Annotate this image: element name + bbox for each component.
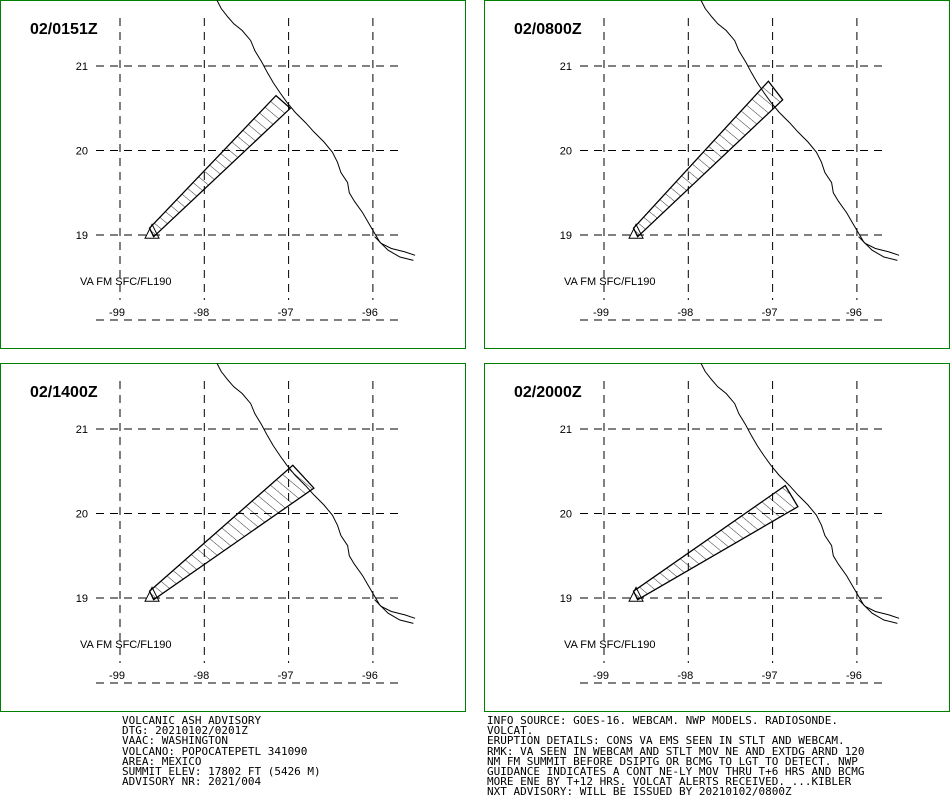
longitude-label: -96 [846,670,862,682]
latitude-label: 20 [76,146,88,158]
longitude-label: -99 [109,307,125,319]
panel-border [0,363,466,712]
advisory-line: DTG: 20210102/0201Z [122,724,248,738]
map-panel: -99 -98 -97 -96 21 20 19 02/2000Z VA FM SFC/FL19… [484,362,950,712]
triangle-icon [628,586,644,602]
longitude-label: -99 [109,670,125,682]
advisory-line: VOLCAT. [487,724,534,738]
longitude-label: -97 [762,670,778,682]
triangle-icon [144,586,160,602]
advisory-line: ERUPTION DETAILS: CONS VA EMS SEEN IN ST… [487,734,845,748]
ash-cloud-polygon [148,94,292,238]
longitude-label: -97 [278,307,294,319]
map-panel: -99 -98 -97 -96 21 20 19 02/0151Z VA FM SFC/FL19… [0,0,466,349]
map-panel: -99 -98 -97 -96 21 20 19 02/0800Z VA FM SFC/FL19… [484,0,950,349]
longitude-label: -98 [677,670,693,682]
latitude-label: 20 [560,146,572,158]
coastline [216,362,414,624]
latitude-label: 21 [560,61,572,73]
advisory-line: NXT ADVISORY: WILL BE ISSUED BY 20210102… [487,785,792,799]
panel-title: 02/2000Z [514,384,582,401]
coastline-lagoon [858,236,900,256]
latitude-label: 20 [560,509,572,521]
coastline [700,362,898,624]
advisory-map-grid: -99 -98 -97 -96 21 20 19 02/0151Z VA FM SFC/FL19… [0,0,950,712]
latitude-label: 20 [76,509,88,521]
longitude-label: -98 [677,307,693,319]
advisory-line: VOLCANIC ASH ADVISORY [122,714,262,727]
longitude-label: -98 [193,307,209,319]
longitude-label: -96 [362,307,378,319]
panel-title: 02/0151Z [30,21,98,38]
advisory-line: RMK: VA SEEN IN WEBCAM AND STLT MOV NE A… [487,744,865,758]
longitude-label: -97 [762,307,778,319]
latitude-label: 19 [76,593,88,605]
latitude-label: 21 [560,424,572,436]
advisory-line: AREA: MEXICO [122,754,202,768]
layer-label: VA FM SFC/FL190 [564,639,656,651]
longitude-label: -99 [593,670,609,682]
ash-cloud-polygon [632,484,799,601]
layer-label: VA FM SFC/FL190 [564,276,656,288]
advisory-header-text: VOLCANIC ASH ADVISORY DTG: 20210102/0201… [122,714,321,789]
latitude-label: 19 [560,230,572,242]
coastline [700,0,898,261]
ash-cloud-polygon [632,80,784,238]
layer-label: VA FM SFC/FL190 [80,639,172,651]
advisory-line: NM FM SUMMIT BEFORE DSIPTG OR BCMG TO LG… [487,754,858,768]
latitude-label: 19 [560,593,572,605]
coastline-lagoon [374,236,416,256]
panel-title: 02/0800Z [514,21,582,38]
longitude-label: -96 [846,307,862,319]
ash-cloud-polygon [148,464,315,601]
coastline-lagoon [374,599,416,619]
advisory-line: GUIDANCE INDICATES A CONT NE-LY MOV THRU… [487,765,865,779]
advisory-line: ADVISORY NR: 2021/004 [122,775,262,789]
panel-border [0,0,466,349]
longitude-label: -96 [362,670,378,682]
advisory-line: INFO SOURCE: GOES-16. WEBCAM. NWP MODELS… [487,714,838,727]
latitude-label: 21 [76,61,88,73]
advisory-line: VOLCANO: POPOCATEPETL 341090 [122,744,308,758]
latitude-label: 19 [76,230,88,242]
advisory-details-text: INFO SOURCE: GOES-16. WEBCAM. NWP MODELS… [487,714,865,799]
longitude-label: -99 [593,307,609,319]
coastline [216,0,414,261]
latitude-label: 21 [76,424,88,436]
panel-title: 02/1400Z [30,384,98,401]
longitude-label: -98 [193,670,209,682]
coastline-lagoon [858,599,900,619]
advisory-line: MORE ENE BY T+12 HRS. VOLCAT ALERTS RECE… [487,775,852,789]
map-panel: -99 -98 -97 -96 21 20 19 02/1400Z VA FM SFC/FL19… [0,362,466,712]
triangle-icon [144,223,160,239]
longitude-label: -97 [278,670,294,682]
panel-border [484,0,950,349]
triangle-icon [628,223,644,239]
advisory-line: VAAC: WASHINGTON [122,734,228,748]
layer-label: VA FM SFC/FL190 [80,276,172,288]
advisory-line: SUMMIT ELEV: 17802 FT (5426 M) [122,765,321,779]
